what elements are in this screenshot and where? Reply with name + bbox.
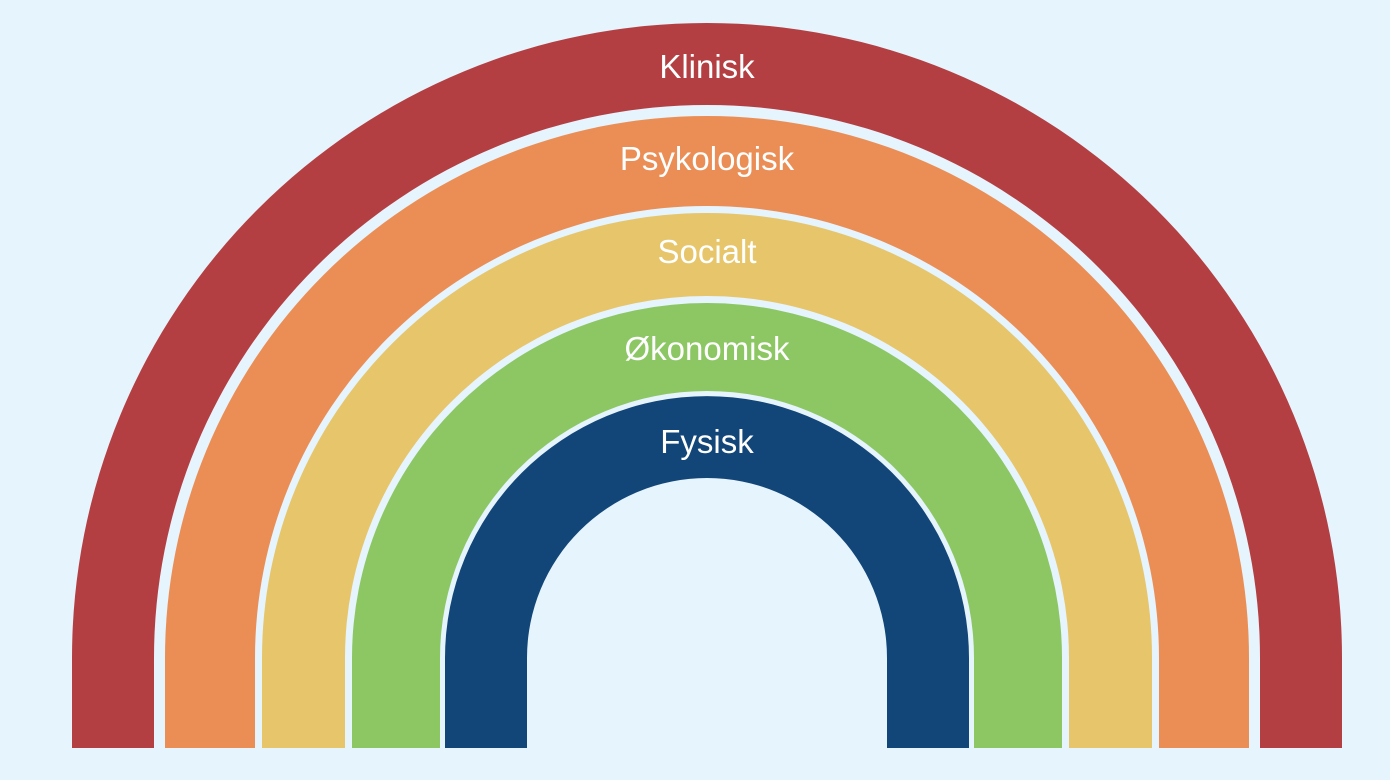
- band-label: Økonomisk: [624, 330, 790, 367]
- rainbow-band-fysisk: [445, 396, 969, 748]
- rainbow-band-socialt: [262, 213, 1152, 748]
- rainbow-band-økonomisk: [352, 303, 1062, 748]
- band-label: Fysisk: [660, 423, 754, 460]
- band-label: Klinisk: [659, 48, 755, 85]
- rainbow-band-psykologisk: [165, 116, 1249, 748]
- rainbow-band-klinisk: [72, 23, 1342, 748]
- band-label: Psykologisk: [620, 140, 795, 177]
- band-label: Socialt: [657, 233, 756, 270]
